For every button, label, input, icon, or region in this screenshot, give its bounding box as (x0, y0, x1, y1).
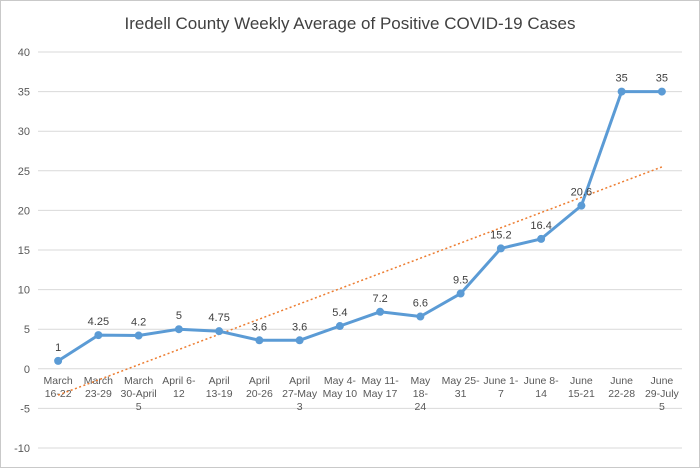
x-tick-label: March 16-22 (44, 375, 73, 400)
data-point (295, 336, 304, 345)
y-tick-label: 10 (18, 285, 30, 297)
data-point (376, 307, 385, 316)
data-point (174, 325, 183, 334)
y-tick-label: 15 (18, 245, 30, 257)
data-point (496, 244, 505, 253)
y-tick-label: 35 (18, 87, 30, 99)
x-tick-label: May 18-24 (410, 375, 431, 413)
data-label: 35 (656, 73, 668, 85)
y-tick-label: 0 (24, 364, 30, 376)
x-tick-label: March 30-April 5 (121, 375, 157, 413)
y-tick-label: -10 (14, 443, 30, 455)
data-label: 4.2 (131, 317, 146, 329)
x-tick-label: June 22-28 (608, 375, 635, 400)
y-tick-label: 5 (24, 324, 30, 336)
x-tick-label: May 4-May 10 (323, 375, 358, 400)
y-tick-label: -5 (20, 403, 30, 415)
chart-title: Iredell County Weekly Average of Positiv… (124, 14, 576, 33)
x-tick-label: April 27-May 3 (282, 375, 318, 413)
data-label: 6.6 (413, 298, 428, 310)
data-label: 7.2 (372, 293, 387, 305)
x-tick-label: March 23-29 (84, 375, 113, 400)
x-tick-label: June 29-July 5 (645, 375, 680, 413)
data-label: 5 (176, 310, 182, 322)
data-label: 35 (616, 73, 628, 85)
data-label: 20.6 (571, 187, 592, 199)
data-point (537, 234, 546, 243)
data-label: 5.4 (332, 307, 347, 319)
data-point (617, 87, 626, 96)
x-tick-label: May 11-May 17 (362, 375, 400, 400)
data-point (134, 331, 143, 340)
data-label: 15.2 (490, 229, 511, 241)
data-label: 3.6 (252, 321, 267, 333)
x-tick-label: June 1-7 (483, 375, 519, 400)
x-tick-label: May 25-31 (442, 375, 480, 400)
y-tick-label: 30 (18, 126, 30, 138)
y-tick-label: 20 (18, 205, 30, 217)
data-point (54, 356, 63, 365)
data-point (657, 87, 666, 96)
trendline (57, 166, 663, 396)
y-tick-label: 25 (18, 166, 30, 178)
data-point (416, 312, 425, 321)
data-point (456, 289, 465, 298)
x-tick-label: April 6-12 (162, 375, 196, 400)
data-point (255, 336, 264, 345)
data-label: 9.5 (453, 275, 468, 287)
x-tick-label: April 20-26 (246, 375, 273, 400)
data-label: 1 (55, 342, 61, 354)
data-label: 16.4 (530, 220, 551, 232)
x-tick-label: June 8-14 (524, 375, 560, 400)
y-tick-label: 40 (18, 47, 30, 59)
series-line (57, 90, 662, 363)
data-label: 4.25 (88, 316, 109, 328)
x-tick-label: April 13-19 (206, 375, 233, 400)
data-point (335, 322, 344, 331)
data-point (577, 201, 586, 210)
data-point (215, 327, 224, 336)
data-label: 4.75 (208, 312, 229, 324)
data-point (94, 331, 103, 340)
x-tick-label: June 15-21 (568, 375, 595, 400)
data-label: 3.6 (292, 321, 307, 333)
